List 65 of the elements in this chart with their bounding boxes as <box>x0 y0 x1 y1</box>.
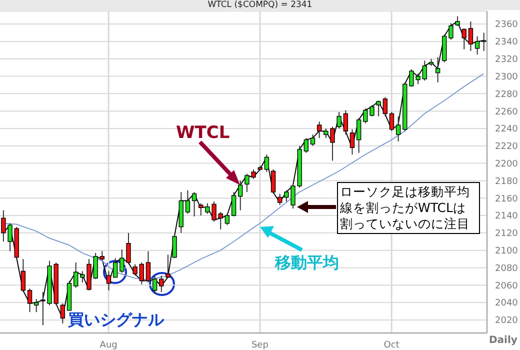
y-tick-label: 2300 <box>495 72 518 82</box>
candlestick <box>270 168 276 194</box>
y-tick-label: 2060 <box>495 281 518 292</box>
candlestick <box>139 262 144 285</box>
candlestick <box>218 212 223 230</box>
y-tick-label: 2340 <box>495 38 518 48</box>
candlestick <box>146 250 151 284</box>
y-tick-label: 2140 <box>495 212 518 222</box>
annotation: ローソク足は移動平均線を割ったがWTCLは割っていないのに注目 <box>337 182 480 234</box>
annotation: 買いシグナル <box>68 310 164 329</box>
y-tick-label: 2180 <box>495 176 518 187</box>
candlestick <box>382 96 388 117</box>
candlestick <box>73 262 78 288</box>
candlestick <box>172 234 177 259</box>
y-tick-label: 2360 <box>495 20 518 30</box>
candlestick <box>474 36 480 56</box>
y-tick-label: 2320 <box>495 55 518 66</box>
candlestick <box>106 270 112 291</box>
candlestick <box>310 134 316 146</box>
candlestick <box>435 56 440 83</box>
x-tick-label: Sep <box>251 340 269 350</box>
y-tick-label: 2080 <box>495 264 518 274</box>
x-tick-label: Aug <box>100 340 118 350</box>
y-tick-label: 2240 <box>495 124 518 135</box>
candlestick <box>192 192 197 217</box>
candlestick <box>264 154 270 172</box>
candlestick <box>422 60 427 82</box>
y-tick-label: 2020 <box>495 316 518 326</box>
y-tick-label: 2160 <box>495 194 518 204</box>
candlestick <box>389 111 394 132</box>
candlestick <box>376 100 381 117</box>
y-tick-label: 2220 <box>495 142 518 152</box>
x-tick-label: Oct <box>384 340 400 350</box>
candlestick <box>343 110 348 136</box>
candlestick <box>34 298 39 313</box>
candlestick <box>356 118 362 154</box>
candlestick <box>198 202 204 216</box>
candlestick <box>159 275 164 293</box>
candlestick <box>304 138 309 154</box>
candlestick <box>132 264 138 276</box>
annotation: WTCL <box>176 123 230 143</box>
candlestick <box>278 193 282 206</box>
candlestick <box>185 190 190 214</box>
candlestick <box>166 254 170 278</box>
candlestick <box>112 258 118 278</box>
candlestick <box>350 128 355 156</box>
candlestick <box>238 180 243 211</box>
candlestick <box>231 192 236 217</box>
candlestick <box>27 288 32 313</box>
candlestick <box>336 111 342 129</box>
candlestick <box>316 121 322 139</box>
y-tick-label: 2260 <box>495 107 518 118</box>
candlestick <box>152 275 158 294</box>
y-tick-label: 2200 <box>495 159 518 170</box>
y-tick-label: 2040 <box>495 298 518 309</box>
annotation: 移動平均 <box>275 253 339 272</box>
chart-title: WTCL ($COMPQ) = 2341 <box>0 0 520 10</box>
candlestick <box>20 258 26 293</box>
y-tick-label: 2100 <box>495 246 518 257</box>
text: Daily <box>489 335 518 346</box>
candlestick <box>224 213 230 226</box>
candlestick <box>462 28 466 50</box>
y-tick-label: 2280 <box>495 90 518 100</box>
candlestick <box>396 116 401 142</box>
y-tick-label: 2120 <box>495 229 518 240</box>
